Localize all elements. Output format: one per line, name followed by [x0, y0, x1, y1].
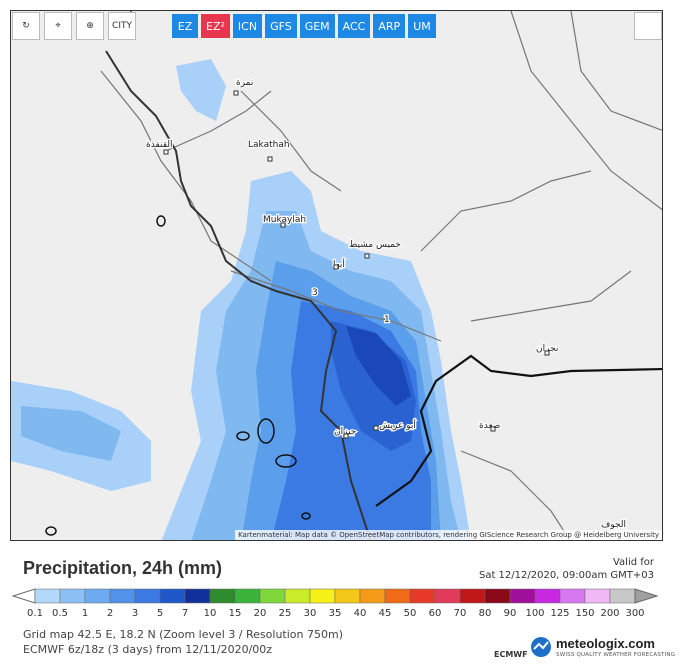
zoom-button[interactable]: ⊕: [76, 12, 104, 40]
place-label: أبها: [333, 258, 345, 270]
legend-label: 70: [454, 608, 467, 619]
map-canvas: نمرة القنفذة Lakathah Mukaylah خميس مشيط…: [11, 11, 662, 540]
legend-cell: [359, 588, 386, 604]
city-button[interactable]: CITY: [108, 12, 136, 40]
legend-label: 90: [504, 608, 517, 619]
legend-cell: [259, 588, 286, 604]
legend-cell: [109, 588, 136, 604]
legend-cell: [284, 588, 311, 604]
model-button[interactable]: GFS: [265, 14, 297, 38]
place-labels: نمرة القنفذة Lakathah Mukaylah خميس مشيط…: [145, 77, 628, 532]
contour-label: 1: [384, 315, 390, 325]
legend-label: 125: [550, 608, 569, 619]
legend-label: 30: [304, 608, 317, 619]
place-label: صعدة: [479, 421, 500, 431]
legend-label: 80: [479, 608, 492, 619]
legend-cell: [159, 588, 186, 604]
legend-high: [634, 588, 659, 604]
place-label: نجران: [536, 344, 558, 354]
legend-cell: [34, 588, 61, 604]
legend-label: 2: [107, 608, 113, 619]
legend-low: [11, 588, 36, 604]
valid-label: Valid for: [612, 557, 654, 568]
legend-label: 200: [600, 608, 619, 619]
attribution: Kartenmaterial: Map data © OpenStreetMap…: [235, 530, 662, 540]
brand-icon: [531, 637, 551, 657]
model-button[interactable]: ARP: [373, 14, 406, 38]
map: نمرة القنفذة Lakathah Mukaylah خميس مشيط…: [10, 10, 663, 541]
legend-label: 300: [625, 608, 644, 619]
legend-label: 60: [429, 608, 442, 619]
model-button[interactable]: ICN: [232, 14, 263, 38]
legend-cell: [334, 588, 361, 604]
brand-name: meteologix.com: [556, 636, 655, 651]
legend-cell: [59, 588, 86, 604]
legend-cell: [384, 588, 411, 604]
legend-cell: [534, 588, 561, 604]
legend-cell: [434, 588, 461, 604]
brand-tagline: SWISS QUALITY WEATHER FORECASTING: [556, 652, 676, 658]
legend-label: 50: [404, 608, 417, 619]
legend-cell: [409, 588, 436, 604]
share-button[interactable]: [634, 12, 662, 40]
model-info: ECMWF 6z/18z (3 days) from 12/11/2020/00…: [23, 643, 273, 656]
borders: [45, 11, 662, 540]
legend-label: 5: [157, 608, 163, 619]
place-dots: [163, 90, 550, 439]
place-label: نمرة: [236, 78, 253, 88]
legend-label: 25: [279, 608, 292, 619]
legend-cell: [84, 588, 111, 604]
refresh-button[interactable]: ↻: [12, 12, 40, 40]
legend-label: 45: [379, 608, 392, 619]
legend-label: 0.5: [52, 608, 68, 619]
place-label: أبو عريش: [379, 419, 416, 431]
legend-label: 15: [229, 608, 242, 619]
model-button[interactable]: EZ: [172, 14, 198, 38]
contour-label: 3: [312, 288, 318, 298]
place-label: الجوف: [601, 520, 626, 530]
legend-cell: [134, 588, 161, 604]
legend-label: 7: [182, 608, 188, 619]
legend-label: 10: [204, 608, 217, 619]
legend-label: 3: [132, 608, 138, 619]
legend-cell: [459, 588, 486, 604]
legend-cell: [184, 588, 211, 604]
model-button[interactable]: EZ²: [201, 14, 230, 38]
model-button[interactable]: UM: [408, 14, 436, 38]
legend-label: 1: [82, 608, 88, 619]
place-label: Mukaylah: [263, 215, 306, 225]
legend-cell: [209, 588, 236, 604]
grid-info: Grid map 42.5 E, 18.2 N (Zoom level 3 / …: [23, 628, 343, 641]
model-button[interactable]: ACC: [337, 14, 371, 38]
map-title: Precipitation, 24h (mm): [23, 558, 223, 578]
legend-cell: [484, 588, 511, 604]
place-label: خميس مشيط: [349, 240, 401, 250]
precipitation: [11, 59, 471, 540]
legend-label: 20: [254, 608, 267, 619]
legend-cell: [584, 588, 611, 604]
legend-cell: [559, 588, 586, 604]
legend-label: 0.1: [27, 608, 43, 619]
legend-cell: [609, 588, 636, 604]
place-label: Lakathah: [248, 140, 290, 150]
valid-time: Sat 12/12/2020, 09:00am GMT+03: [478, 570, 654, 581]
ecmwf-logo: ECMWF: [494, 650, 528, 659]
legend-cell: [309, 588, 336, 604]
legend-label: 40: [354, 608, 367, 619]
legend-label: 100: [525, 608, 544, 619]
legend-cell: [234, 588, 261, 604]
place-label: جيزان: [334, 427, 356, 437]
legend-cell: [509, 588, 536, 604]
legend: 0.1 0.5 1 2 3 5 7 10 15 20 25 30 35 40 45 50 60 70 80 90 100…: [11, 588, 659, 619]
model-button[interactable]: GEM: [299, 14, 335, 38]
model-bar: EZ EZ² ICN GFS GEM ACC ARP UM: [172, 14, 436, 38]
legend-label: 150: [575, 608, 594, 619]
location-button[interactable]: ⌖: [44, 12, 72, 40]
place-label: القنفذة: [146, 140, 173, 150]
legend-label: 35: [329, 608, 342, 619]
